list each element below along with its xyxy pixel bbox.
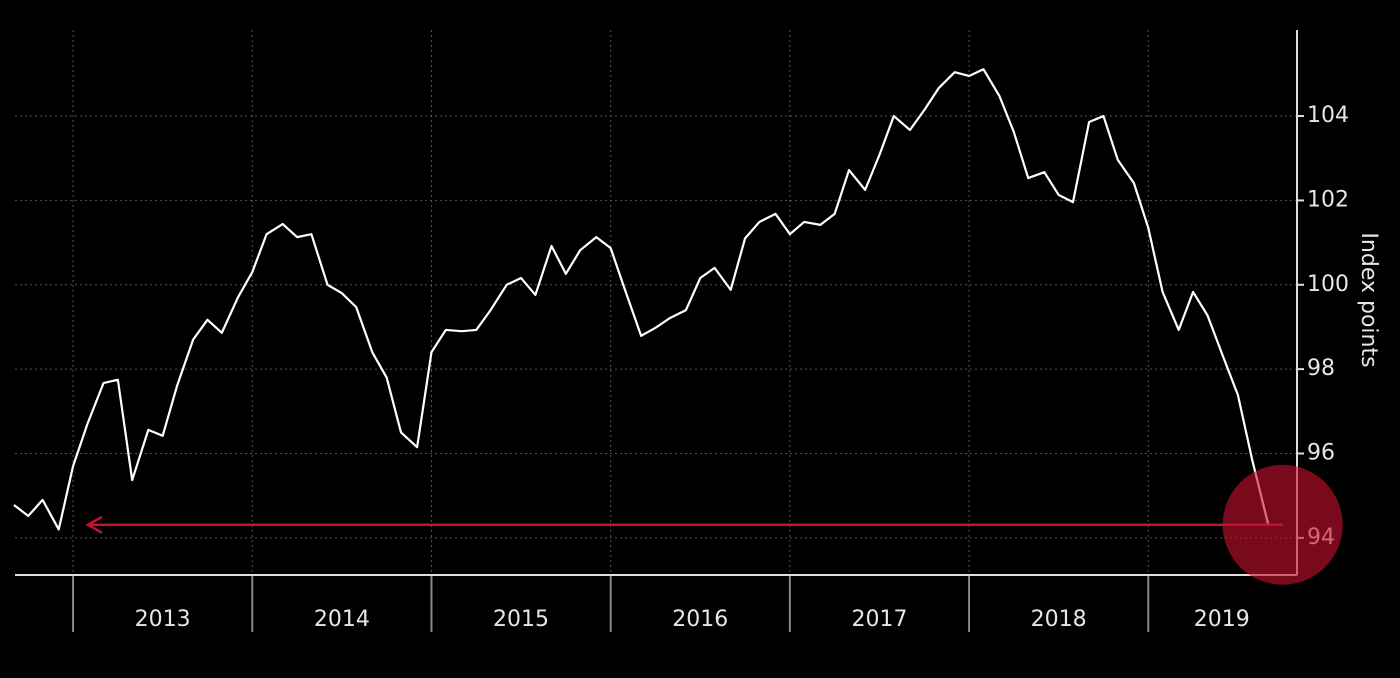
x-tick-label: 2014 xyxy=(314,607,370,632)
line xyxy=(13,68,1283,531)
x-tick-label: 2018 xyxy=(1031,607,1087,632)
y-axis-label: Index points xyxy=(1356,232,1381,367)
y-tick-label: 98 xyxy=(1307,356,1335,381)
x-tick-label: 2019 xyxy=(1194,607,1250,632)
x-tick-label: 2015 xyxy=(493,607,549,632)
y-tick-label: 96 xyxy=(1307,441,1335,466)
x-tick-label: 2017 xyxy=(851,607,907,632)
x-tick-label: 2013 xyxy=(135,607,191,632)
arrow-head xyxy=(85,515,103,534)
x-tick-label: 2016 xyxy=(672,607,728,632)
y-tick-label: 100 xyxy=(1307,272,1349,297)
y-tick-label: 102 xyxy=(1307,187,1349,212)
y-tick-label: 104 xyxy=(1307,103,1349,128)
